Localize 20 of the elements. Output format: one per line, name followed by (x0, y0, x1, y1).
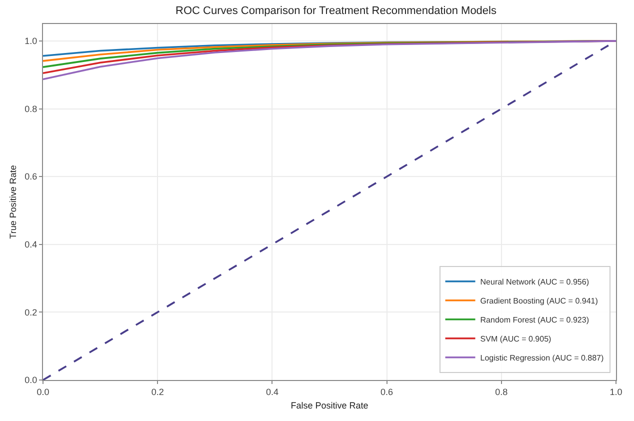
legend-label: Logistic Regression (AUC = 0.887) (480, 354, 604, 362)
x-tick-label: 0.4 (266, 386, 278, 397)
y-axis-title: True Positive Rate (8, 165, 18, 239)
y-tick-label: 0.8 (24, 104, 38, 114)
chart-title: ROC Curves Comparison for Treatment Recommendation Models (176, 5, 497, 18)
legend-label: Gradient Boosting (AUC = 0.941) (480, 296, 598, 306)
y-tick-label: 1.0 (24, 36, 38, 46)
y-tick-label: 0.6 (24, 172, 38, 182)
legend-label: Neural Network (AUC = 0.956) (480, 278, 590, 286)
x-tick-label: 0.6 (380, 386, 394, 397)
x-axis-title: False Positive Rate (290, 400, 368, 411)
y-tick-label: 0.4 (24, 240, 38, 250)
x-tick-label: 0.8 (495, 386, 508, 397)
y-tick-label: 0.2 (24, 307, 38, 318)
x-tick-label: 0.2 (151, 386, 164, 397)
x-tick-label: 0.0 (36, 386, 50, 397)
x-tick-label: 1.0 (610, 386, 622, 397)
legend-label: Random Forest (AUC = 0.923) (480, 316, 590, 324)
y-tick-label: 0.0 (24, 375, 38, 386)
legend-label: SVM (AUC = 0.905) (480, 334, 552, 344)
